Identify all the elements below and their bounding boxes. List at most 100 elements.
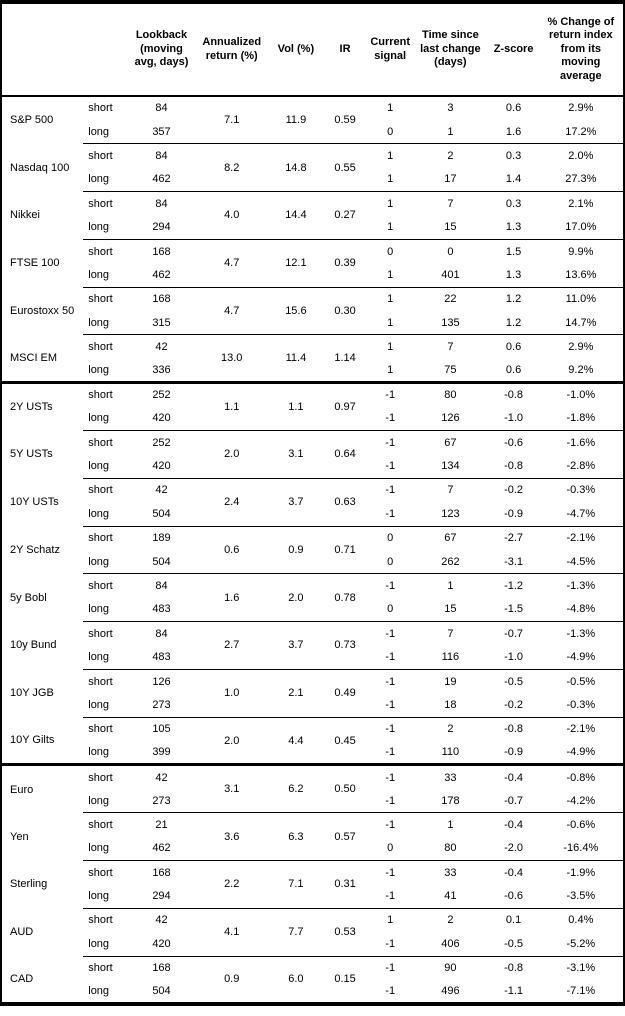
annualized-return-value: 2.4 bbox=[193, 477, 270, 527]
ir-value: 0.59 bbox=[334, 114, 356, 127]
time-since-value: 33 bbox=[412, 860, 489, 885]
time-since-value: 7 bbox=[412, 191, 489, 216]
pct-change-value: -16.4% bbox=[563, 842, 599, 855]
lookback-value: 504 bbox=[152, 555, 171, 568]
table-row: long 483 0 15 -1.5 -4.8% bbox=[1, 598, 624, 622]
pct-change-value: -1.8% bbox=[566, 412, 596, 425]
lookback-value: 252 bbox=[129, 381, 194, 407]
current-signal-value: -1 bbox=[368, 716, 413, 742]
col-header-vol: Vol (%) bbox=[269, 2, 322, 97]
table-row: long 483 -1 116 -1.0 -4.9% bbox=[1, 645, 624, 669]
time-since-value: 22 bbox=[412, 286, 489, 312]
asset-name-cell: 5Y USTs bbox=[10, 448, 53, 461]
ir-value: 0.78 bbox=[321, 573, 369, 622]
pct-change-value: 2.9% bbox=[538, 334, 624, 359]
pct-change-value: -0.3% bbox=[566, 698, 596, 711]
asset-name-cell: Eurostoxx 50 bbox=[10, 305, 75, 318]
pct-change-value: 2.0% bbox=[538, 143, 624, 168]
z-score-value: -0.7 bbox=[504, 794, 524, 807]
vol-value: 7.7 bbox=[269, 907, 322, 957]
period-long-label: long bbox=[88, 268, 110, 281]
z-score-value: -0.8 bbox=[488, 955, 539, 980]
pct-change-value: 2.9% bbox=[568, 102, 594, 115]
vol-value: 2.0 bbox=[269, 573, 322, 622]
col-header-asset bbox=[1, 2, 84, 97]
time-since-value: 2 bbox=[412, 716, 489, 742]
annualized-return-value: 2.7 bbox=[193, 621, 270, 670]
period-long-label: long bbox=[88, 698, 110, 711]
pct-change-value: 13.6% bbox=[565, 268, 597, 281]
lookback-value: 420 bbox=[152, 412, 171, 425]
pct-change-value: -1.3% bbox=[538, 621, 624, 646]
table-row: long 420 -1 126 -1.0 -1.8% bbox=[1, 407, 624, 431]
ir-value: 0.97 bbox=[321, 381, 369, 431]
z-score-value: 0.6 bbox=[505, 363, 522, 376]
annualized-return-value: 4.0 bbox=[193, 191, 270, 240]
time-since-value: 17 bbox=[444, 173, 457, 186]
asset-name-cell: MSCI EM bbox=[10, 352, 58, 365]
period-long-label: long bbox=[88, 507, 110, 520]
z-score-value: -0.2 bbox=[504, 698, 524, 711]
ir-value: 0.53 bbox=[321, 907, 369, 957]
pct-change-value: -2.8% bbox=[566, 460, 596, 473]
z-score-value: -1.0 bbox=[504, 651, 524, 664]
pct-change-value: 27.3% bbox=[565, 173, 597, 186]
table-row: AUD short 42 4.1 7.7 0.53 1 2 0.1 0.4% bbox=[1, 907, 624, 957]
pct-change-value: -7.1% bbox=[566, 984, 596, 997]
z-score-value: -0.8 bbox=[488, 381, 539, 407]
period-long-label: long bbox=[88, 984, 110, 997]
lookback-value: 42 bbox=[129, 907, 194, 933]
pct-change-value: -4.7% bbox=[566, 507, 596, 520]
ir-value: 0.57 bbox=[321, 812, 369, 861]
table-body: S&P 500 short 84 7.1 11.9 0.59 1 3 0.6 2.9% long 35… bbox=[1, 96, 624, 1004]
time-since-value: 406 bbox=[441, 937, 460, 950]
ir-value: 0.15 bbox=[321, 955, 369, 1004]
period-short-label: short bbox=[83, 334, 130, 359]
pct-change-value: -5.2% bbox=[566, 937, 596, 950]
z-score-value: -0.5 bbox=[488, 668, 539, 694]
z-score-value: -0.9 bbox=[504, 746, 524, 759]
period-short-label: short bbox=[83, 812, 130, 837]
table-row: Euro short 42 3.1 6.2 0.50 -1 33 -0.4 -0.8% bbox=[1, 763, 624, 813]
z-score-value: 1.3 bbox=[505, 268, 522, 281]
lookback-value: 168 bbox=[129, 955, 194, 980]
annualized-return-value: 1.6 bbox=[193, 573, 270, 622]
time-since-value: 496 bbox=[441, 984, 460, 997]
asset-name-cell: Nikkei bbox=[10, 209, 40, 222]
vol-value: 3.7 bbox=[269, 477, 322, 527]
current-signal-value: -1 bbox=[368, 573, 413, 598]
period-long-label: long bbox=[88, 842, 110, 855]
asset-name-cell: S&P 500 bbox=[10, 114, 54, 127]
table-row: 10Y JGB short 126 1.0 2.1 0.49 -1 19 -0.5 -0.5% bbox=[1, 668, 624, 718]
current-signal-value: 1 bbox=[387, 363, 394, 376]
time-since-value: 0 bbox=[412, 238, 489, 264]
annualized-return-value: 13.0 bbox=[193, 334, 270, 383]
col-header-pct-change: % Change of return index from its moving… bbox=[538, 2, 624, 97]
current-signal-value: 1 bbox=[387, 221, 394, 234]
ir-value: 0.31 bbox=[321, 860, 369, 909]
current-signal-value: -1 bbox=[385, 460, 396, 473]
z-score-value: 1.2 bbox=[488, 286, 539, 312]
ir-value: 0.63 bbox=[321, 477, 369, 527]
period-long-label: long bbox=[88, 173, 110, 186]
table-row: 5Y USTs short 252 2.0 3.1 0.64 -1 67 -0.6 -1.6% bbox=[1, 429, 624, 479]
current-signal-value: 0 bbox=[387, 555, 394, 568]
time-since-value: 7 bbox=[412, 621, 489, 646]
annualized-return-value: 8.2 bbox=[193, 143, 270, 192]
current-signal-value: -1 bbox=[368, 812, 413, 837]
period-short-label: short bbox=[83, 621, 130, 646]
time-since-value: 90 bbox=[412, 955, 489, 980]
time-since-value: 18 bbox=[444, 698, 457, 711]
annualized-return-value: 1.0 bbox=[193, 668, 270, 718]
annualized-return-value: 3.6 bbox=[193, 812, 270, 861]
lookback-value: 294 bbox=[152, 890, 171, 903]
current-signal-value: -1 bbox=[385, 794, 396, 807]
table-row: long 462 1 17 1.4 27.3% bbox=[1, 168, 624, 192]
asset-name-cell: AUD bbox=[10, 926, 34, 939]
ir-value: 0.71 bbox=[321, 525, 369, 574]
pct-change-value: -1.9% bbox=[538, 860, 624, 885]
table-row: long 273 -1 18 -0.2 -0.3% bbox=[1, 693, 624, 717]
time-since-value: 67 bbox=[412, 525, 489, 550]
time-since-value: 126 bbox=[441, 412, 460, 425]
period-short-label: short bbox=[83, 668, 130, 694]
